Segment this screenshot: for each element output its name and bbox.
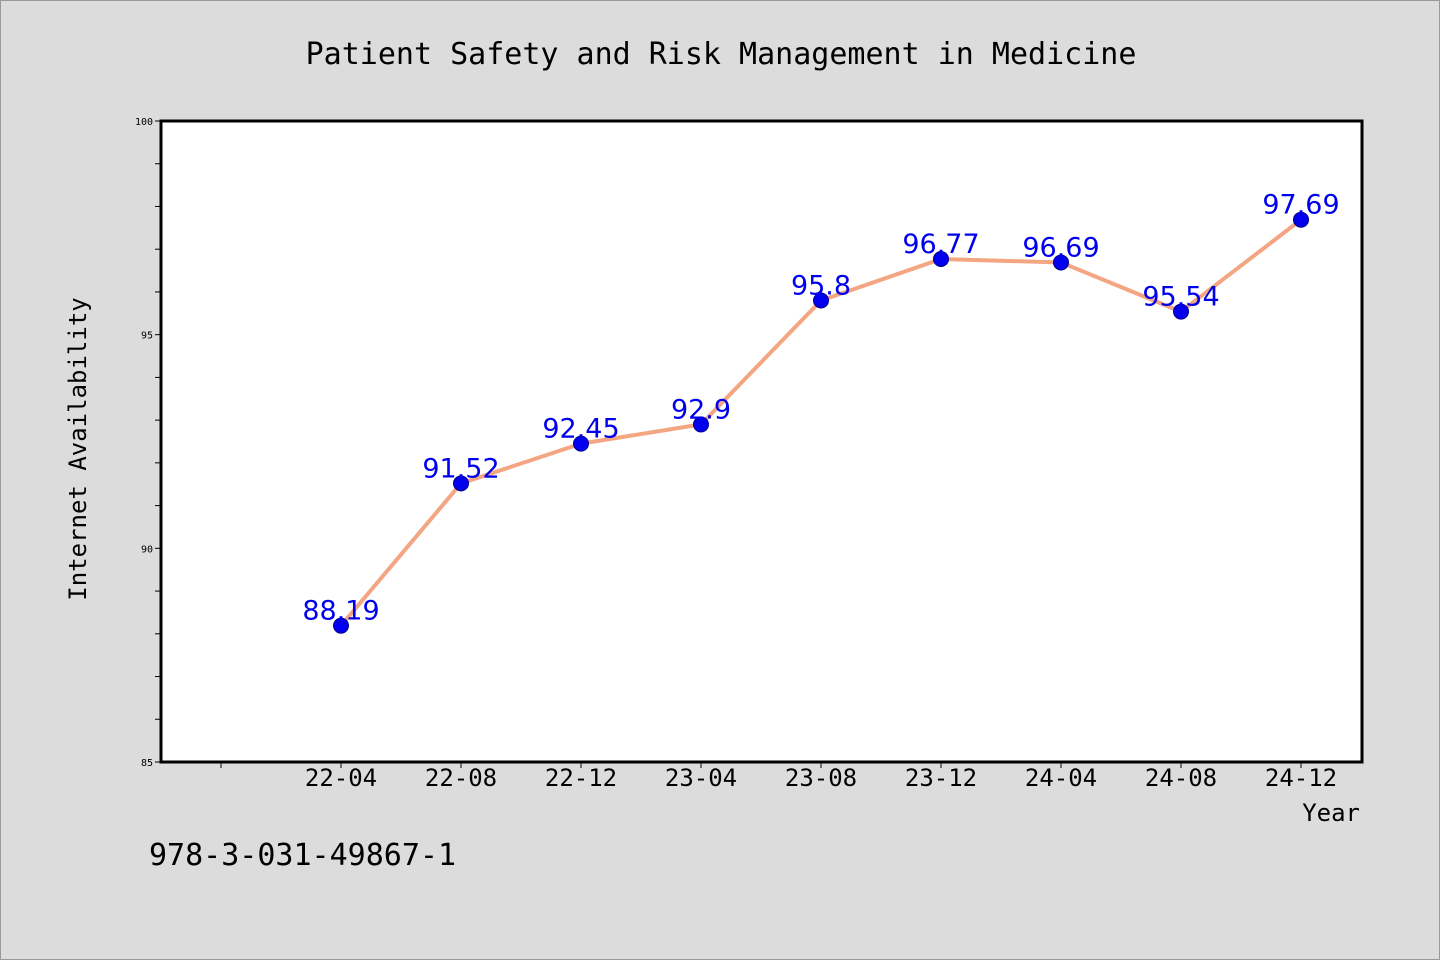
data-label: 95.8	[791, 270, 851, 301]
x-tick-label: 22-08	[425, 764, 497, 792]
data-label: 88.19	[302, 596, 379, 627]
data-point	[1173, 303, 1189, 320]
data-point	[333, 617, 349, 634]
data-point	[693, 416, 709, 433]
isbn-footnote: 978-3-031-49867-1	[149, 838, 456, 873]
data-label: 92.9	[671, 394, 731, 425]
data-labels: 88.19 91.52 92.45 92.9 95.8 96.77 96.69 95.54 97…	[302, 190, 1339, 627]
y-tick-label: 85	[141, 758, 153, 769]
data-point	[453, 475, 469, 492]
data-point	[573, 435, 589, 452]
data-label: 91.52	[422, 453, 499, 484]
y-tick-label: 95	[141, 331, 153, 342]
data-point	[1293, 211, 1309, 228]
data-point	[1053, 254, 1069, 271]
x-tick-label: 23-04	[665, 764, 737, 792]
data-label: 92.45	[542, 414, 619, 445]
data-label: 95.54	[1142, 282, 1219, 313]
x-tick-label: 23-08	[785, 764, 857, 792]
x-tick-label: 22-04	[305, 764, 377, 792]
x-tick-label: 24-08	[1145, 764, 1217, 792]
data-label: 97.69	[1262, 190, 1339, 221]
y-axis-label: Internet Availability	[64, 297, 92, 600]
data-point	[933, 251, 949, 268]
plot-area	[159, 119, 1364, 764]
x-axis-label: Year	[1302, 799, 1360, 827]
x-tick-label: 23-12	[905, 764, 977, 792]
chart-title: Patient Safety and Risk Management in Me…	[306, 37, 1137, 72]
x-tick-label: 22-12	[545, 764, 617, 792]
y-tick-label: 90	[141, 544, 153, 555]
x-axis: 22-04 22-08 22-12 23-04 23-08 23-12 24-04 24-08…	[220, 762, 1337, 792]
y-axis: 85 90 95 100	[135, 117, 161, 769]
series-markers	[333, 211, 1309, 634]
data-label: 96.69	[1022, 232, 1099, 263]
x-tick-label: 24-04	[1025, 764, 1097, 792]
data-point	[813, 292, 829, 309]
data-label: 96.77	[902, 229, 979, 260]
y-tick-label: 100	[135, 117, 153, 128]
x-tick-label: 24-12	[1265, 764, 1337, 792]
